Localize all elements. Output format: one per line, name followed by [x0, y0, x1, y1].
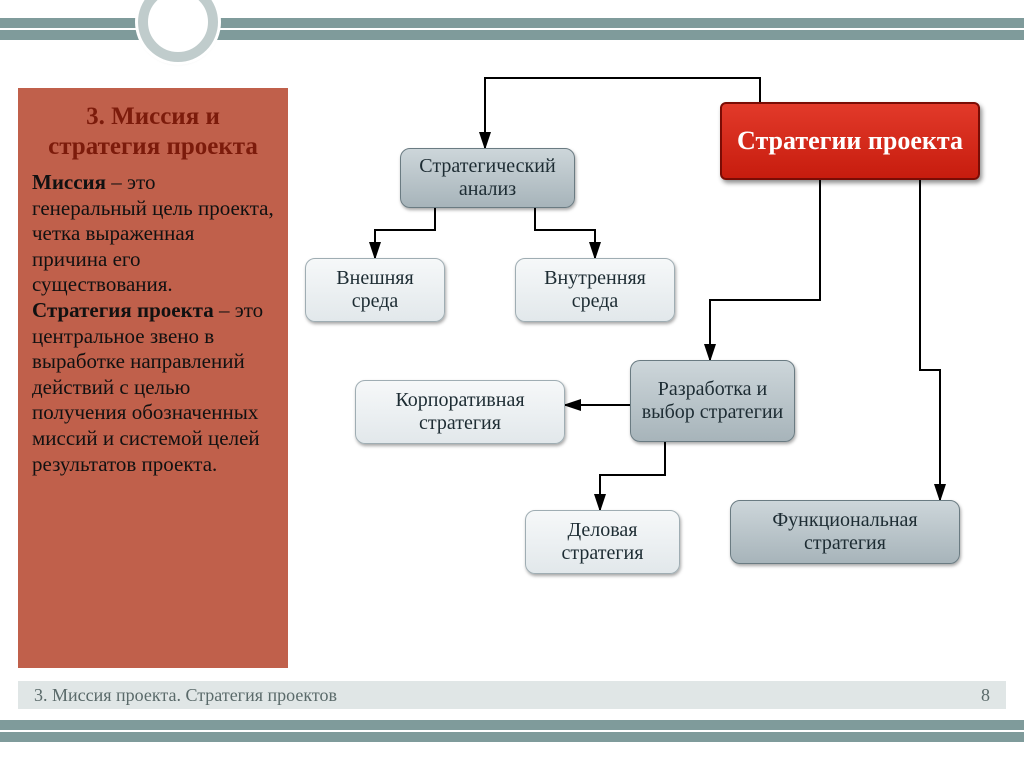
edge-strategies-analysis — [485, 78, 760, 148]
flowchart-area: Стратегии проекта Стратегический анализ Вн… — [300, 60, 1004, 667]
node-analysis: Стратегический анализ — [400, 148, 575, 208]
sidebar-title: 3. Миссия и стратегия проекта — [32, 102, 274, 162]
edge-strategies-functional — [920, 180, 940, 500]
slide: 3. Миссия и стратегия проекта Миссия – э… — [0, 0, 1024, 767]
node-ext_env: Внешняя среда — [305, 258, 445, 322]
node-corp: Корпоративная стратегия — [355, 380, 565, 444]
decoration-band — [0, 732, 1024, 742]
term-mission: Миссия — [32, 170, 106, 194]
edge-dev_choice-business — [600, 442, 665, 510]
edge-analysis-ext_env — [375, 208, 435, 258]
edge-analysis-int_env — [535, 208, 595, 258]
term-strategy: Стратегия проекта — [32, 298, 214, 322]
node-strategies: Стратегии проекта — [720, 102, 980, 180]
ring-decoration — [138, 0, 218, 62]
decoration-band — [0, 720, 1024, 730]
node-int_env: Внутренняя среда — [515, 258, 675, 322]
sidebar-panel: 3. Миссия и стратегия проекта Миссия – э… — [18, 88, 288, 668]
node-business: Деловая стратегия — [525, 510, 680, 574]
node-dev_choice: Разработка и выбор стратегии — [630, 360, 795, 442]
footer-text: 3. Миссия проекта. Стратегия проектов — [34, 685, 337, 706]
edge-strategies-dev_choice — [710, 180, 820, 360]
sidebar-body: Миссия – это генеральный цель проекта, ч… — [32, 170, 274, 477]
node-functional: Функциональная стратегия — [730, 500, 960, 564]
footer: 3. Миссия проекта. Стратегия проектов 8 — [18, 681, 1006, 709]
page-number: 8 — [981, 685, 990, 706]
